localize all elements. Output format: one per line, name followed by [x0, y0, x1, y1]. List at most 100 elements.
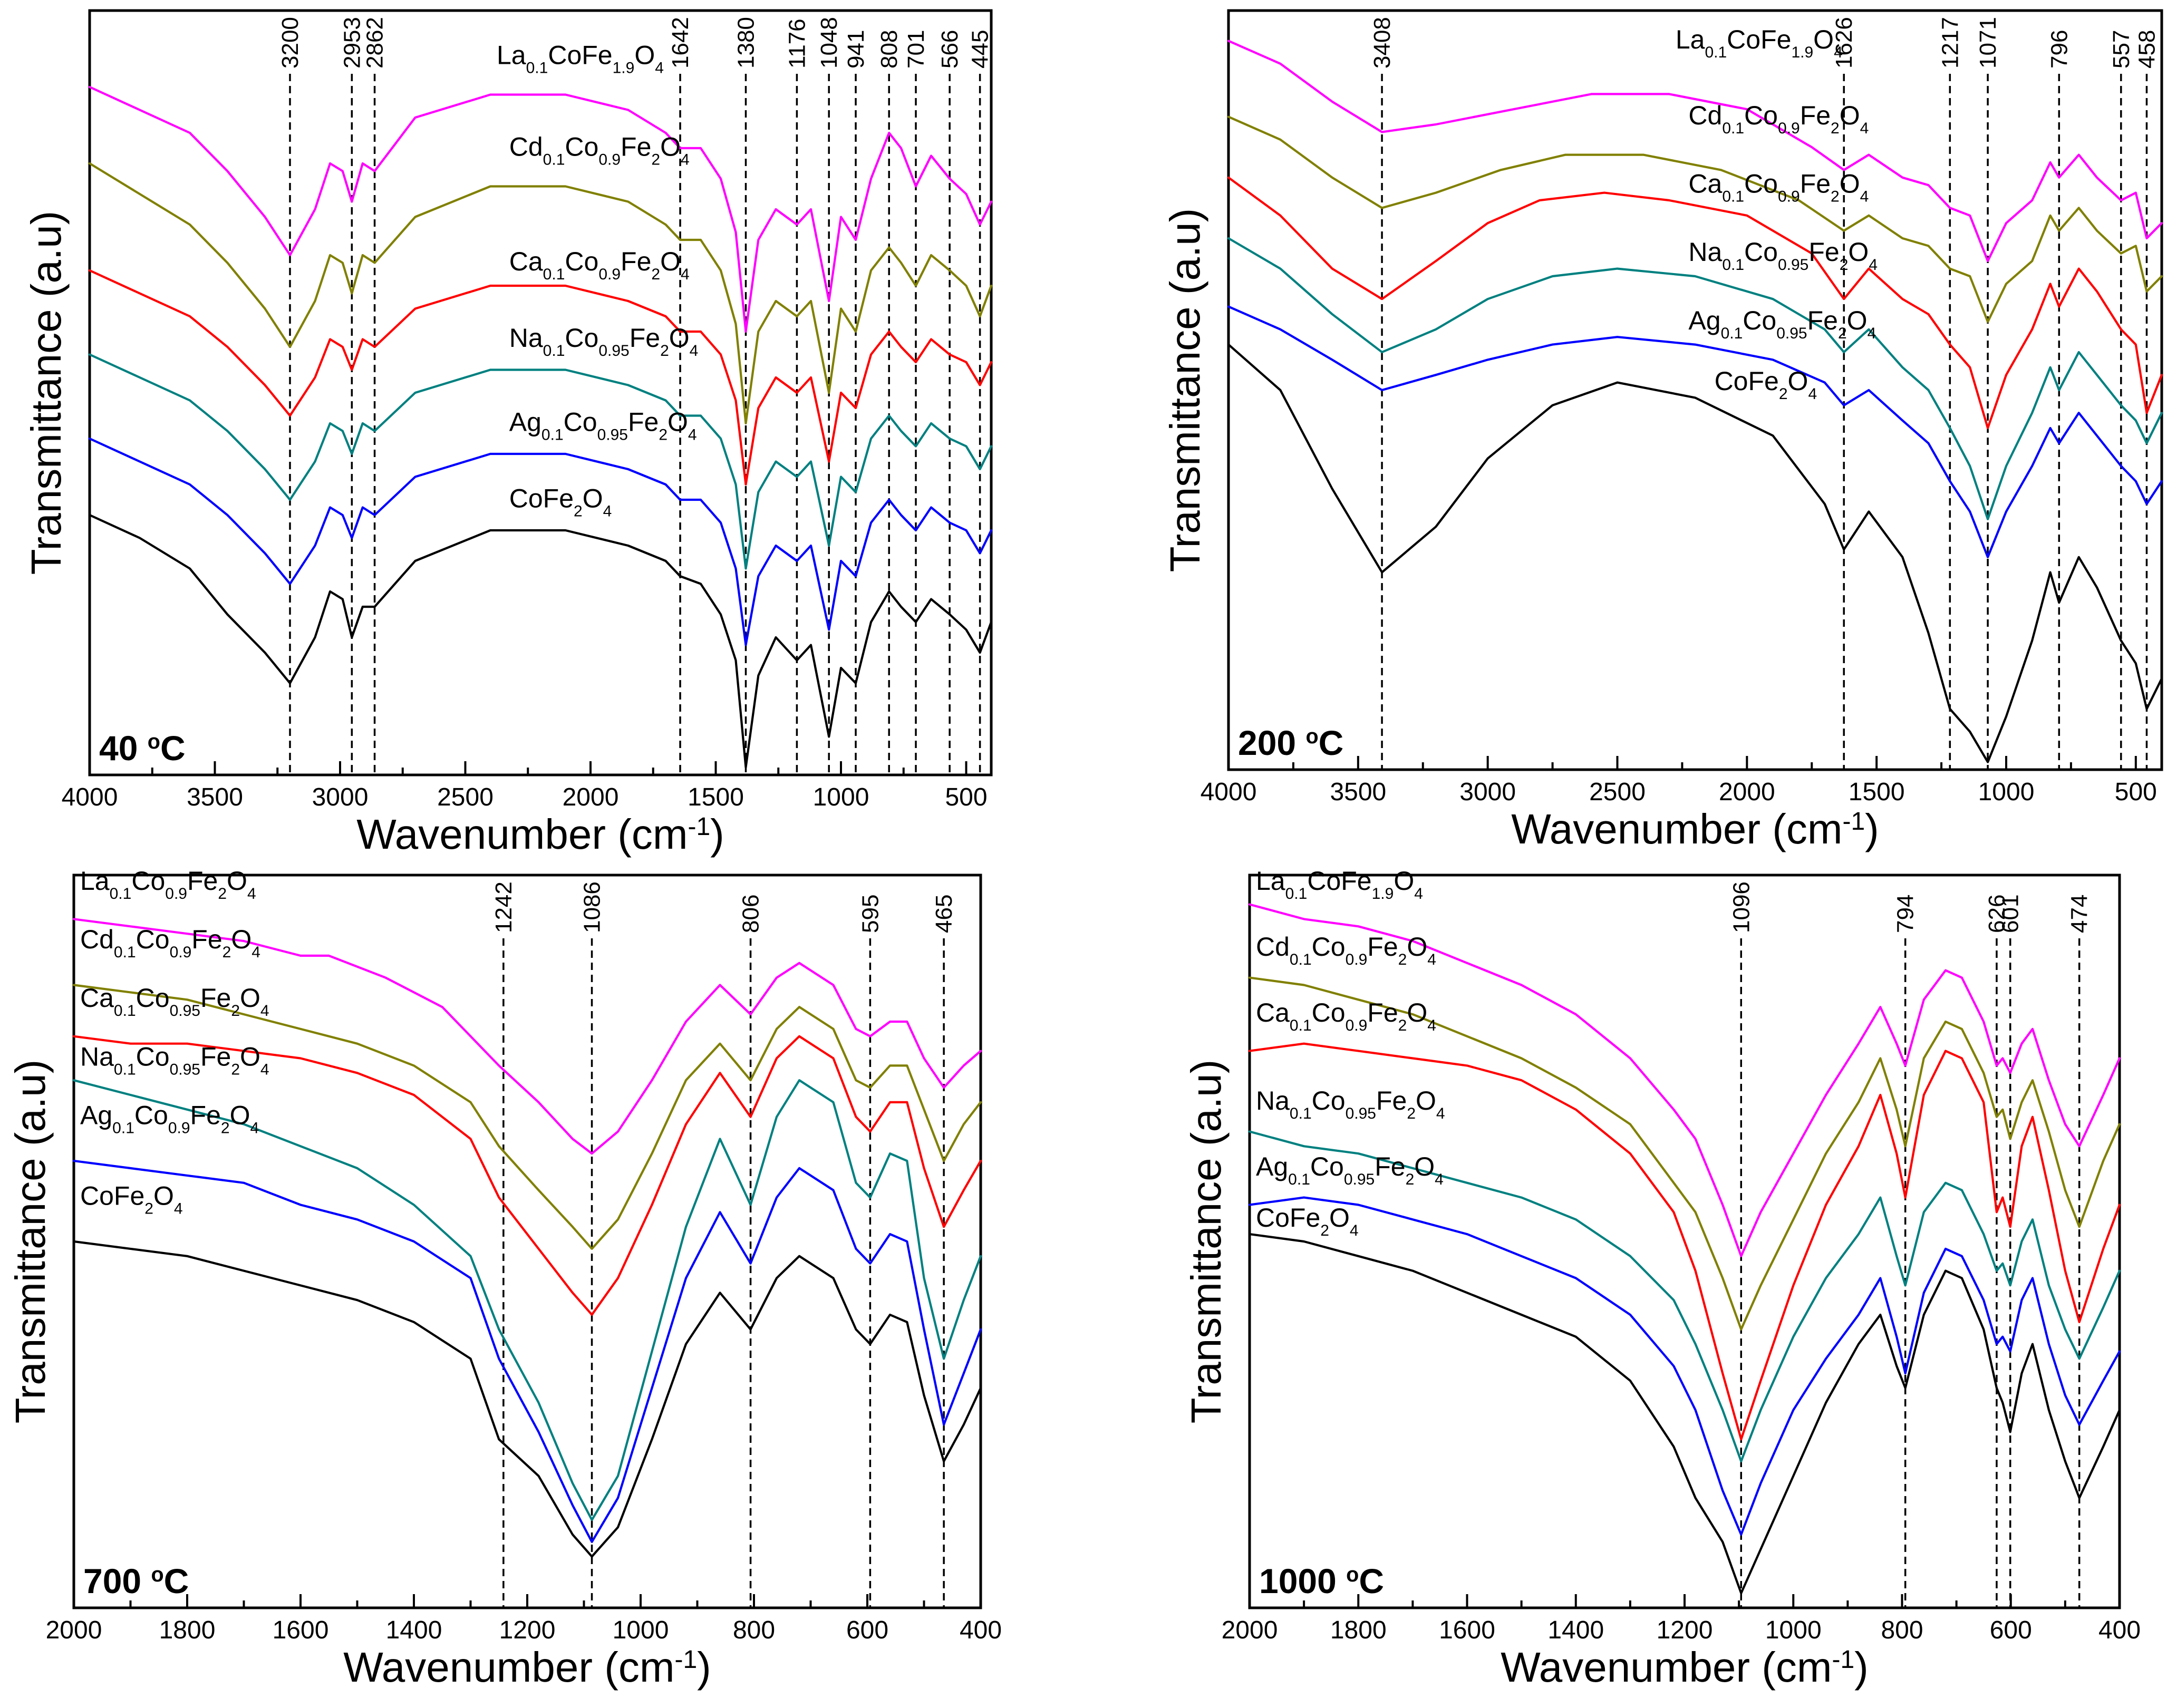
series-line-cd	[1248, 976, 2121, 1331]
x-tick-label: 600	[1990, 1616, 2032, 1644]
y-axis-label: Transmittance (a.u)	[23, 211, 70, 575]
peak-label: 1096	[1728, 881, 1754, 933]
series-label-co: CoFe2O4	[80, 1181, 183, 1218]
series-label-cd: Cd0.1Co0.9Fe2O4	[1256, 932, 1436, 968]
peak-label: 3408	[1369, 17, 1395, 69]
series-line-ag	[1248, 1196, 2121, 1536]
x-tick-label: 600	[846, 1616, 888, 1644]
peak-label: 465	[931, 895, 957, 933]
panel-700c: 2000 1800 1600 1400 1200 1000 800 600 400 Wavenum…	[7, 866, 1002, 1691]
series-label-na: Na0.1Co0.95Fe2O4	[80, 1042, 269, 1078]
series-label-la: La0.1CoFe1.9O4	[1256, 866, 1423, 902]
peak-label: 557	[2108, 30, 2134, 69]
y-axis-label: Transmittance (a.u)	[7, 1060, 54, 1424]
series-line-ag	[1227, 305, 2163, 558]
x-tick-label: 400	[2098, 1616, 2141, 1644]
temperature-label: 200 oC	[1238, 723, 1343, 762]
series-label-la: La0.1CoFe1.9O4	[497, 41, 664, 77]
peak-label: 474	[2067, 895, 2093, 933]
series-line-co	[1227, 343, 2163, 763]
x-tick-label: 1000	[613, 1616, 669, 1644]
series-label-cd: Cd0.1Co0.9Fe2O4	[80, 925, 260, 961]
series-line-ag	[88, 437, 993, 646]
series-label-ag: Ag0.1Co0.95Fe2O4	[1256, 1152, 1444, 1188]
plot-frame	[88, 9, 993, 777]
peak-label: 595	[857, 895, 883, 933]
x-tick-label: 1200	[499, 1616, 556, 1644]
peak-label: 1642	[667, 17, 693, 69]
series-label-cd: Cd0.1Co0.9Fe2O4	[1688, 101, 1869, 137]
series-label-na: Na0.1Co0.95Fe2O4	[509, 323, 699, 360]
x-tick-label: 800	[1881, 1616, 1923, 1644]
series-line-la	[1248, 903, 2121, 1257]
series-label-cd: Cd0.1Co0.9Fe2O4	[509, 132, 690, 169]
peak-label: 626	[1984, 895, 2010, 933]
x-tick-label: 800	[733, 1616, 775, 1644]
x-tick-label: 1200	[1657, 1616, 1713, 1644]
temperature-label: 1000 oC	[1259, 1561, 1384, 1600]
x-tick-label: 1400	[386, 1616, 442, 1644]
peak-label: 601	[1998, 895, 2024, 933]
peak-label: 808	[876, 30, 902, 69]
x-axis-label: Wavenumber (cm-1)	[343, 1644, 711, 1691]
x-tick-label: 4000	[62, 783, 118, 811]
series-line-na	[88, 353, 993, 570]
x-tick-label: 500	[2115, 778, 2157, 806]
peak-label: 1626	[1831, 17, 1857, 69]
peak-label: 458	[2134, 30, 2160, 69]
series-line-ag	[72, 1160, 982, 1543]
x-tick-label: 500	[945, 783, 987, 811]
series-label-co: CoFe2O4	[1715, 366, 1817, 403]
peak-label: 806	[738, 895, 764, 933]
temperature-label: 700 oC	[83, 1561, 189, 1600]
series-label-na: Na0.1Co0.95Fe2O4	[1688, 237, 1878, 274]
series-label-ca: Ca0.1Co0.9Fe2O4	[509, 247, 690, 283]
series-line-cd	[1227, 115, 2163, 323]
x-tick-label: 2000	[563, 783, 619, 811]
x-tick-label: 1600	[1439, 1616, 1495, 1644]
series-line-co	[1248, 1233, 2121, 1595]
series-line-na	[1248, 1130, 2121, 1463]
peak-label: 445	[968, 30, 993, 69]
y-axis-label: Transmittance (a.u)	[1162, 208, 1208, 572]
y-axis-label: Transmittance (a.u)	[1183, 1060, 1230, 1424]
x-tick-label: 1000	[1978, 778, 2035, 806]
series-line-co	[72, 1240, 982, 1558]
series-line-cd	[72, 984, 982, 1250]
plot-frame	[1227, 9, 2163, 771]
peak-label: 2953	[339, 17, 365, 69]
x-tick-label: 1000	[813, 783, 869, 811]
x-tick-label: 4000	[1201, 778, 1257, 806]
peak-label: 1086	[579, 881, 605, 933]
series-line-ca	[1248, 1042, 2121, 1441]
x-tick-label: 1800	[159, 1616, 216, 1644]
series-label-la: La0.1CoFe1.9O4	[1676, 25, 1843, 61]
peak-label: 941	[843, 30, 869, 69]
peak-label: 3200	[277, 17, 303, 69]
x-tick-label: 1600	[273, 1616, 329, 1644]
x-tick-label: 1000	[1765, 1616, 1822, 1644]
x-axis-label: Wavenumber (cm-1)	[1511, 806, 1879, 852]
x-tick-label: 2500	[1589, 778, 1646, 806]
peak-label: 566	[937, 30, 963, 69]
x-tick-label: 3000	[312, 783, 369, 811]
x-tick-label: 3000	[1459, 778, 1516, 806]
series-label-co: CoFe2O4	[509, 484, 612, 520]
series-label-co: CoFe2O4	[1256, 1203, 1359, 1239]
x-tick-label: 3500	[1330, 778, 1386, 806]
x-axis-label: Wavenumber (cm-1)	[1501, 1644, 1869, 1691]
temperature-label: 40 oC	[99, 729, 186, 768]
peak-label: 1176	[784, 18, 810, 69]
series-line-la	[1227, 40, 2163, 263]
series-label-ca: Ca0.1Co0.9Fe2O4	[1688, 169, 1869, 206]
series-line-na	[1227, 237, 2163, 520]
series-line-cd	[88, 162, 993, 425]
peak-label: 1071	[1975, 17, 2001, 69]
series-label-ag: Ag0.1Co0.95Fe2O4	[509, 407, 697, 444]
series-label-la: La0.1Co0.9Fe2O4	[80, 866, 256, 902]
series-label-ag: Ag0.1Co0.9Fe2O4	[80, 1101, 259, 1137]
series-line-ca	[72, 1035, 982, 1316]
series-line-ca	[88, 269, 993, 486]
series-label-ca: Ca0.1Co0.9Fe2O4	[1256, 998, 1436, 1034]
